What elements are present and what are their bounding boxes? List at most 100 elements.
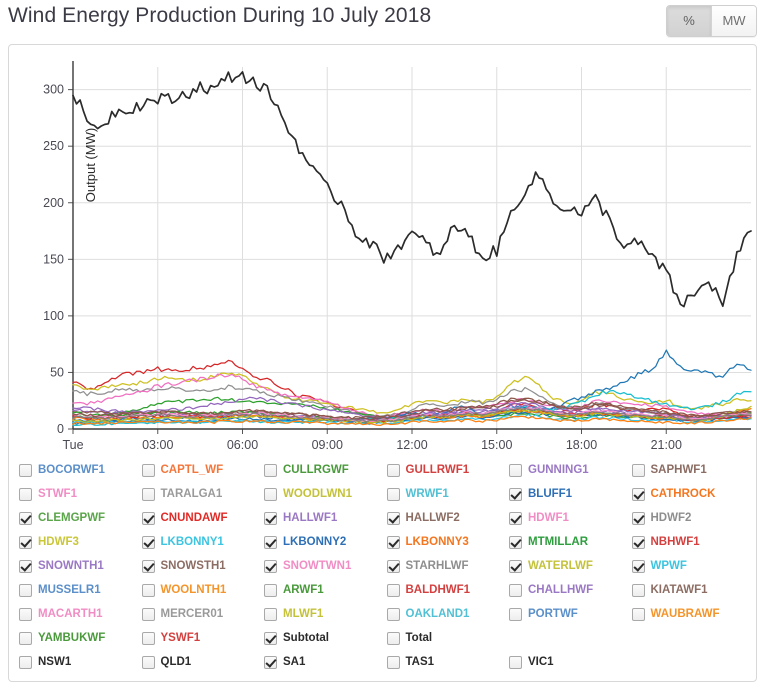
legend-item-snownth1[interactable]: SNOWNTH1	[15, 559, 138, 573]
legend-item-challhwf[interactable]: CHALLHWF	[505, 583, 628, 597]
checkbox-hdwf3[interactable]	[19, 535, 32, 549]
checkbox-taralga1[interactable]	[141, 487, 155, 501]
checkbox-portwf[interactable]	[509, 607, 522, 621]
checkbox-gullrwf1[interactable]	[386, 463, 400, 477]
checkbox-musselr1[interactable]	[19, 583, 32, 597]
legend-item-bluff1[interactable]: BLUFF1	[505, 487, 628, 501]
legend-item-snowtwn1[interactable]: SNOWTWN1	[260, 559, 383, 573]
legend-item-taralga1[interactable]: TARALGA1	[138, 487, 261, 501]
legend-item-arwf1[interactable]: ARWF1	[260, 583, 383, 597]
checkbox-cnundawf[interactable]	[141, 511, 155, 525]
legend-item-sa1[interactable]: SA1	[260, 655, 383, 669]
legend-item-tas1[interactable]: TAS1	[383, 655, 506, 669]
legend-item-cnundawf[interactable]: CNUNDAWF	[138, 511, 261, 525]
checkbox-lkbonny3[interactable]	[386, 535, 400, 549]
checkbox-yambukwf[interactable]	[19, 631, 32, 645]
checkbox-captl-wf[interactable]	[141, 463, 155, 477]
legend-item-stwf1[interactable]: STWF1	[15, 487, 138, 501]
checkbox-oakland1[interactable]	[386, 607, 400, 621]
legend-item-qld1[interactable]: QLD1	[138, 655, 261, 669]
checkbox-snownth1[interactable]	[19, 559, 32, 573]
checkbox-snowsth1[interactable]	[141, 559, 155, 573]
checkbox-bocorwf1[interactable]	[19, 463, 32, 477]
legend-item-wrwf1[interactable]: WRWF1	[383, 487, 506, 501]
checkbox-qld1[interactable]	[141, 655, 155, 669]
legend-item-bocorwf1[interactable]: BOCORWF1	[15, 463, 138, 477]
checkbox-nbhwf1[interactable]	[631, 535, 645, 549]
chart-area[interactable]: 0 50 100 150 200 250 300 Tue 03:00 06:00 09:00 12:0…	[9, 45, 756, 450]
checkbox-hallwf2[interactable]	[386, 511, 400, 525]
checkbox-mtmillar[interactable]	[509, 535, 522, 549]
checkbox-subtotal[interactable]	[264, 631, 277, 645]
checkbox-waterlwf[interactable]	[509, 559, 522, 573]
legend-item-cathrock[interactable]: CATHROCK	[628, 487, 751, 501]
legend-item-macarth1[interactable]: MACARTH1	[15, 607, 138, 621]
legend-item-gunning1[interactable]: GUNNING1	[505, 463, 628, 477]
checkbox-snowtwn1[interactable]	[264, 559, 277, 573]
legend-item-nbhwf1[interactable]: NBHWF1	[628, 535, 751, 549]
legend-item-hdwf3[interactable]: HDWF3	[15, 535, 138, 549]
checkbox-starhlwf[interactable]	[386, 559, 400, 573]
unit-button-mw[interactable]: MW	[712, 6, 756, 36]
checkbox-tas1[interactable]	[386, 655, 400, 669]
legend-item-subtotal[interactable]: Subtotal	[260, 631, 383, 645]
checkbox-woodlwn1[interactable]	[264, 487, 277, 501]
unit-toggle-group[interactable]: % MW	[666, 5, 757, 37]
legend-item-waterlwf[interactable]: WATERLWF	[505, 559, 628, 573]
legend-item-lkbonny2[interactable]: LKBONNY2	[260, 535, 383, 549]
legend-item-hallwf2[interactable]: HALLWF2	[383, 511, 506, 525]
checkbox-hallwf1[interactable]	[264, 511, 277, 525]
legend-item-mercer01[interactable]: MERCER01	[138, 607, 261, 621]
checkbox-clemgpwf[interactable]	[19, 511, 32, 525]
unit-button-percent[interactable]: %	[667, 6, 712, 36]
legend-item-mlwf1[interactable]: MLWF1	[260, 607, 383, 621]
legend-item-woodlwn1[interactable]: WOODLWN1	[260, 487, 383, 501]
legend-item-captl-wf[interactable]: CAPTL_WF	[138, 463, 261, 477]
legend-item-yambukwf[interactable]: YAMBUKWF	[15, 631, 138, 645]
legend-item-snowsth1[interactable]: SNOWSTH1	[138, 559, 261, 573]
checkbox-woolnth1[interactable]	[141, 583, 155, 597]
wind-production-line-chart[interactable]: 0 50 100 150 200 250 300 Tue 03:00 06:00 09:00 12:0…	[9, 45, 756, 450]
checkbox-hdwf1[interactable]	[509, 511, 522, 525]
checkbox-mlwf1[interactable]	[264, 607, 277, 621]
legend-item-hdwf2[interactable]: HDWF2	[628, 511, 751, 525]
checkbox-cathrock[interactable]	[631, 487, 645, 501]
checkbox-mercer01[interactable]	[141, 607, 155, 621]
legend-item-starhlwf[interactable]: STARHLWF	[383, 559, 506, 573]
series-legend[interactable]: BOCORWF1 CAPTL_WF CULLRGWF GULLRWF1 GUNNING1…	[9, 454, 756, 680]
legend-item-woolnth1[interactable]: WOOLNTH1	[138, 583, 261, 597]
checkbox-nsw1[interactable]	[19, 655, 32, 669]
legend-item-waubrawf[interactable]: WAUBRAWF	[628, 607, 751, 621]
legend-item-gullrwf1[interactable]: GULLRWF1	[383, 463, 506, 477]
legend-item-lkbonny3[interactable]: LKBONNY3	[383, 535, 506, 549]
checkbox-cullrgwf[interactable]	[264, 463, 277, 477]
checkbox-lkbonny1[interactable]	[141, 535, 155, 549]
legend-item-baldhwf1[interactable]: BALDHWF1	[383, 583, 506, 597]
legend-item-saphwf1[interactable]: SAPHWF1	[628, 463, 751, 477]
checkbox-arwf1[interactable]	[264, 583, 277, 597]
checkbox-total[interactable]	[386, 631, 400, 645]
checkbox-yswf1[interactable]	[141, 631, 155, 645]
checkbox-wpwf[interactable]	[631, 559, 645, 573]
checkbox-lkbonny2[interactable]	[264, 535, 277, 549]
legend-item-portwf[interactable]: PORTWF	[505, 607, 628, 621]
legend-item-hallwf1[interactable]: HALLWF1	[260, 511, 383, 525]
checkbox-wrwf1[interactable]	[386, 487, 400, 501]
checkbox-gunning1[interactable]	[509, 463, 522, 477]
checkbox-stwf1[interactable]	[19, 487, 32, 501]
legend-item-lkbonny1[interactable]: LKBONNY1	[138, 535, 261, 549]
legend-item-yswf1[interactable]: YSWF1	[138, 631, 261, 645]
legend-item-musselr1[interactable]: MUSSELR1	[15, 583, 138, 597]
checkbox-sa1[interactable]	[264, 655, 277, 669]
checkbox-waubrawf[interactable]	[631, 607, 645, 621]
checkbox-saphwf1[interactable]	[631, 463, 645, 477]
legend-item-mtmillar[interactable]: MTMILLAR	[505, 535, 628, 549]
checkbox-bluff1[interactable]	[509, 487, 522, 501]
legend-item-wpwf[interactable]: WPWF	[628, 559, 751, 573]
checkbox-vic1[interactable]	[509, 655, 522, 669]
legend-item-nsw1[interactable]: NSW1	[15, 655, 138, 669]
checkbox-macarth1[interactable]	[19, 607, 32, 621]
legend-item-vic1[interactable]: VIC1	[505, 655, 628, 669]
legend-item-cullrgwf[interactable]: CULLRGWF	[260, 463, 383, 477]
checkbox-baldhwf1[interactable]	[386, 583, 400, 597]
